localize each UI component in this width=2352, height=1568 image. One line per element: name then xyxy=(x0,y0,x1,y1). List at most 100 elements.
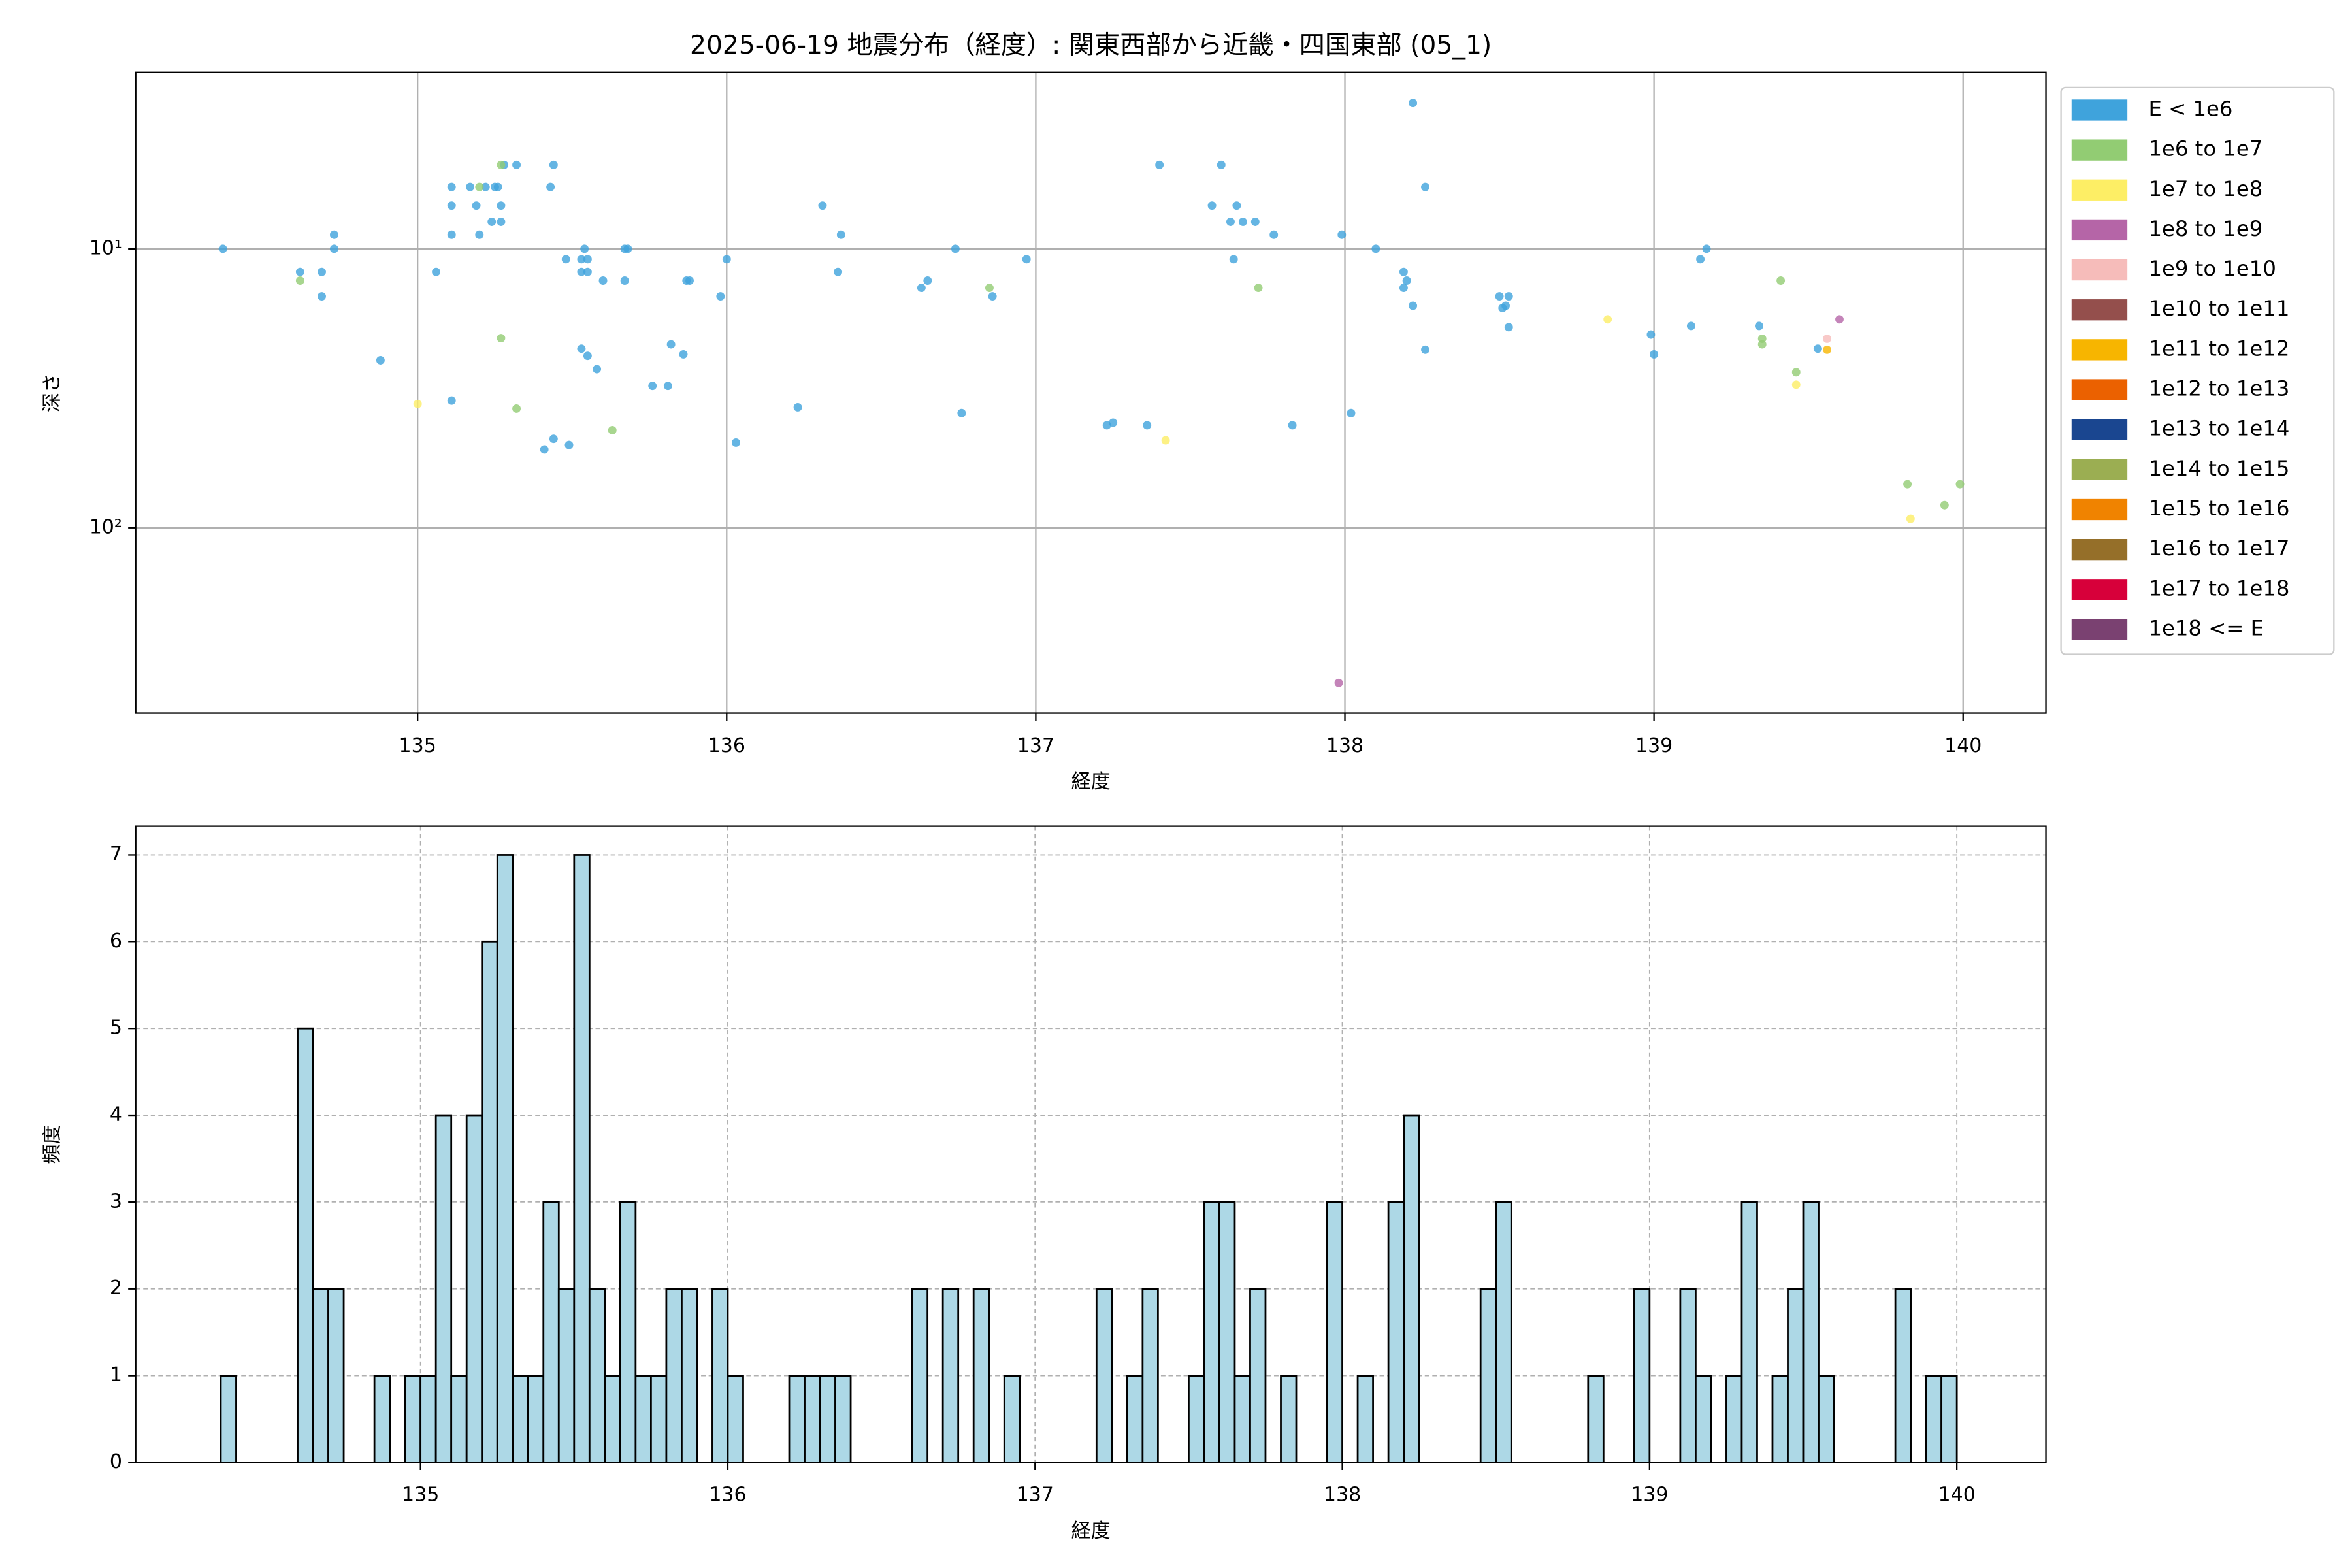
plot-frame xyxy=(135,71,2047,714)
point xyxy=(1269,230,1279,239)
point xyxy=(447,182,456,191)
bar xyxy=(619,1201,637,1463)
legend-swatch xyxy=(2071,99,2128,121)
point xyxy=(1813,344,1822,353)
chart-title: 2025-06-19 地震分布（経度）: 関東西部から近畿・四国東部 (05_1… xyxy=(690,31,1492,60)
point xyxy=(1229,255,1238,264)
legend-label: 1e11 to 1e12 xyxy=(2148,336,2289,361)
y-tick-label: 10¹ xyxy=(90,237,122,259)
y-axis-label: 深さ xyxy=(41,373,63,412)
point xyxy=(497,201,506,210)
bar xyxy=(1126,1375,1144,1463)
bar xyxy=(1356,1375,1374,1463)
legend-label: 1e10 to 1e11 xyxy=(2148,296,2289,321)
point xyxy=(1238,218,1247,226)
point xyxy=(1161,436,1170,445)
point xyxy=(1402,276,1411,285)
x-tick-label: 140 xyxy=(1938,1484,1976,1507)
point xyxy=(957,408,966,417)
point xyxy=(549,434,558,444)
point xyxy=(1495,292,1504,301)
legend-label: 1e14 to 1e15 xyxy=(2148,456,2289,481)
point xyxy=(1776,276,1786,285)
bar xyxy=(481,940,498,1463)
y-tick-label: 1 xyxy=(110,1364,122,1386)
point xyxy=(598,276,608,285)
point xyxy=(472,201,481,210)
point xyxy=(793,402,802,412)
point xyxy=(1650,350,1659,359)
bar xyxy=(327,1288,345,1463)
point xyxy=(1755,321,1763,331)
legend-swatch xyxy=(2071,339,2128,361)
point xyxy=(540,445,549,454)
point xyxy=(1143,421,1152,430)
bar xyxy=(312,1288,329,1463)
point xyxy=(1823,345,1832,354)
bar xyxy=(1188,1375,1205,1463)
bar xyxy=(727,1375,744,1463)
bar xyxy=(1587,1375,1605,1463)
bar xyxy=(527,1375,545,1463)
x-tick-label: 137 xyxy=(1017,734,1054,757)
point xyxy=(1334,678,1343,687)
legend-swatch xyxy=(2071,219,2128,241)
legend-swatch xyxy=(2071,179,2128,201)
point xyxy=(1226,218,1235,226)
point xyxy=(1906,514,1915,523)
point xyxy=(1504,292,1513,301)
point xyxy=(295,267,304,276)
point xyxy=(577,255,586,264)
point xyxy=(1696,255,1705,264)
point xyxy=(1232,201,1241,210)
point xyxy=(376,356,385,365)
bar xyxy=(1940,1375,1958,1463)
legend-swatch xyxy=(2071,579,2128,600)
bar xyxy=(404,1375,422,1463)
point xyxy=(475,182,484,191)
point xyxy=(1955,480,1965,489)
point xyxy=(512,404,521,413)
y-tick-label: 0 xyxy=(110,1450,122,1473)
bar xyxy=(1326,1201,1343,1463)
point xyxy=(1646,330,1656,339)
point xyxy=(834,267,843,276)
point xyxy=(818,201,827,210)
point xyxy=(1940,500,1949,510)
bar xyxy=(434,1114,453,1463)
legend-swatch xyxy=(2071,419,2128,440)
bar xyxy=(634,1375,652,1463)
bar xyxy=(1771,1375,1789,1463)
bar xyxy=(1280,1375,1298,1463)
legend-label: 1e12 to 1e13 xyxy=(2148,376,2289,401)
bar xyxy=(1787,1288,1805,1463)
point xyxy=(1207,201,1217,210)
y-tick-label: 2 xyxy=(110,1277,122,1299)
point xyxy=(1250,218,1260,226)
point xyxy=(917,284,926,293)
legend-label: E < 1e6 xyxy=(2148,96,2232,121)
y-tick-label: 7 xyxy=(110,843,122,866)
point xyxy=(1686,321,1695,331)
point xyxy=(583,351,592,361)
point xyxy=(1835,315,1844,324)
bar xyxy=(1403,1114,1420,1463)
point xyxy=(1702,244,1711,253)
bar xyxy=(711,1288,729,1463)
legend-label: 1e17 to 1e18 xyxy=(2148,576,2289,600)
bar xyxy=(1725,1375,1743,1463)
point xyxy=(218,244,227,253)
bar xyxy=(665,1288,683,1463)
legend-label: 1e6 to 1e7 xyxy=(2148,137,2262,161)
point xyxy=(1254,284,1263,293)
bar xyxy=(972,1288,990,1463)
point xyxy=(447,230,456,239)
x-tick-label: 139 xyxy=(1631,1484,1668,1507)
point xyxy=(564,440,574,449)
bar xyxy=(1925,1375,1943,1463)
x-tick-label: 140 xyxy=(1944,734,1982,757)
bar xyxy=(1679,1288,1697,1463)
point xyxy=(985,284,994,293)
bar xyxy=(1802,1201,1820,1463)
